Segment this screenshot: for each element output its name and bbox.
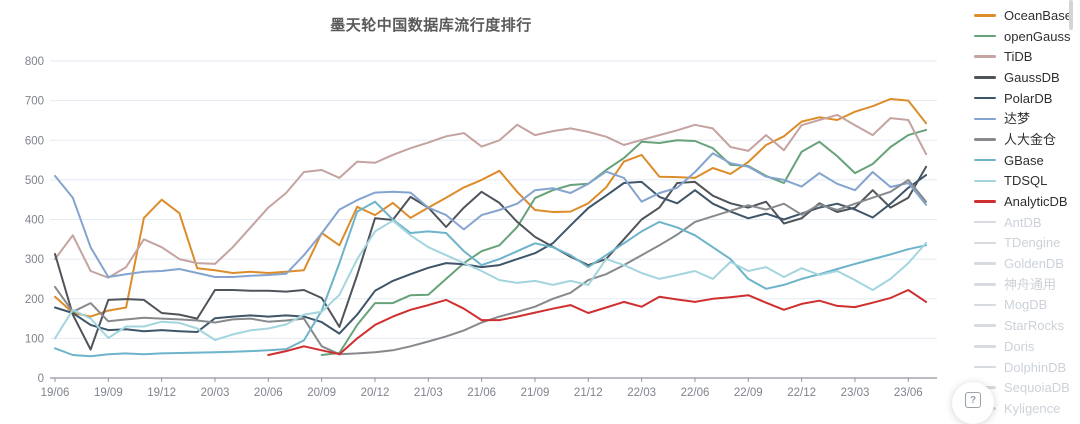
legend-label: GoldenDB — [1004, 256, 1064, 272]
legend-swatch — [974, 96, 996, 100]
legend-swatch — [974, 200, 996, 203]
legend-label: TiDB — [1004, 49, 1033, 65]
x-tick-label: 22/12 — [787, 387, 816, 399]
series-TDSQL — [54, 219, 928, 341]
legend-label: SequoiaDB — [1004, 380, 1070, 396]
x-tick-label: 23/03 — [841, 387, 870, 399]
x-tick-label: 21/03 — [414, 387, 443, 399]
legend-item-Doris[interactable]: Doris — [974, 336, 1080, 357]
series-达梦 — [54, 152, 928, 278]
x-tick-label: 21/09 — [521, 387, 550, 399]
legend-swatch — [974, 283, 996, 286]
legend-swatch — [974, 14, 996, 17]
legend-item-达梦[interactable]: 达梦 — [974, 108, 1080, 129]
y-tick-label: 100 — [25, 333, 44, 345]
x-tick-label: 22/03 — [627, 387, 656, 399]
legend-item-AntDB[interactable]: AntDB — [974, 212, 1080, 233]
legend-item-GaussDB[interactable]: GaussDB — [974, 67, 1080, 88]
line-chart: 0 100 200 300 400 500 600 700 800 19/06 19/09 19/12… — [25, 56, 937, 399]
legend-item-TDSQL[interactable]: TDSQL — [974, 171, 1080, 192]
x-tick-label: 21/06 — [467, 387, 496, 399]
legend-swatch — [974, 220, 996, 224]
scrollbar[interactable] — [1069, 0, 1073, 30]
dashboard-panel: 墨天轮中国数据库流行度排行 0 100 200 300 400 500 600 700 800 1… — [24, 0, 1073, 415]
y-tick-label: 0 — [38, 373, 44, 385]
legend-label: TDSQL — [1004, 173, 1048, 189]
legend-label: AntDB — [1004, 214, 1042, 230]
legend-label: 达梦 — [1004, 111, 1031, 127]
x-tick-label: 20/12 — [361, 387, 390, 399]
legend-item-OceanBase[interactable]: OceanBase — [974, 5, 1080, 26]
legend-swatch — [974, 34, 996, 38]
x-tick-label: 20/03 — [201, 387, 230, 399]
legend-swatch — [974, 76, 996, 79]
series-TiDB — [54, 113, 928, 279]
y-tick-label: 500 — [25, 175, 44, 187]
series-PolarDB — [54, 174, 928, 335]
y-tick-label: 200 — [25, 294, 44, 306]
legend-swatch — [974, 324, 996, 327]
legend-item-TiDB[interactable]: TiDB — [974, 46, 1080, 67]
x-tick-label: 19/12 — [147, 387, 176, 399]
legend-swatch — [974, 55, 996, 58]
legend-item-MogDB[interactable]: MogDB — [974, 295, 1080, 316]
legend-item-AnalyticDB[interactable]: AnalyticDB — [974, 191, 1080, 212]
legend-swatch — [974, 179, 996, 183]
y-tick-label: 700 — [25, 96, 44, 108]
x-tick-label: 20/06 — [254, 387, 283, 399]
legend-label: openGauss — [1004, 28, 1071, 44]
legend-swatch — [974, 241, 996, 245]
legend-label: MogDB — [1004, 297, 1048, 313]
y-tick-label: 600 — [25, 135, 44, 147]
legend-swatch — [974, 303, 996, 307]
legend-item-DolphinDB[interactable]: DolphinDB — [974, 357, 1080, 378]
x-tick-label: 23/06 — [894, 387, 923, 399]
series-OceanBase — [54, 98, 928, 318]
legend-item-GoldenDB[interactable]: GoldenDB — [974, 253, 1080, 274]
x-tick-label: 21/12 — [574, 387, 603, 399]
legend-label: Doris — [1004, 338, 1035, 354]
y-tick-label: 400 — [25, 215, 44, 227]
legend-label: StarRocks — [1004, 318, 1064, 334]
legend-swatch — [974, 117, 996, 121]
y-tick-label: 800 — [25, 56, 44, 68]
legend-label: PolarDB — [1004, 90, 1053, 106]
series-AnalyticDB — [267, 289, 928, 356]
chart-title: 墨天轮中国数据库流行度排行 — [330, 17, 532, 34]
legend-label: 神舟通用 — [1004, 276, 1057, 292]
legend-item-人大金仓[interactable]: 人大金仓 — [974, 129, 1080, 150]
y-tick-label: 300 — [25, 254, 44, 266]
x-tick-label: 22/09 — [734, 387, 763, 399]
legend-label: OceanBase — [1004, 7, 1072, 23]
legend-item-神舟通用[interactable]: 神舟通用 — [974, 274, 1080, 295]
x-tick-label: 19/06 — [41, 387, 70, 399]
help-button[interactable]: ? — [952, 382, 994, 424]
legend-swatch — [974, 345, 996, 348]
legend-label: TDengine — [1004, 235, 1061, 251]
help-icon: ? — [965, 392, 981, 408]
legend-swatch — [974, 262, 996, 265]
legend-label: GBase — [1004, 152, 1044, 168]
legend-label: GaussDB — [1004, 69, 1060, 85]
legend-label: 人大金仓 — [1004, 131, 1057, 147]
legend-swatch — [974, 158, 996, 162]
legend-item-GBase[interactable]: GBase — [974, 150, 1080, 171]
legend-item-PolarDB[interactable]: PolarDB — [974, 88, 1080, 109]
x-tick-label: 20/09 — [307, 387, 336, 399]
legend-item-TDengine[interactable]: TDengine — [974, 233, 1080, 254]
series-openGauss — [320, 128, 928, 356]
series-GaussDB — [54, 165, 928, 351]
x-tick-label: 19/09 — [94, 387, 123, 399]
legend-item-openGauss[interactable]: openGauss — [974, 26, 1080, 47]
x-tick-label: 22/06 — [681, 387, 710, 399]
legend-swatch — [974, 365, 996, 369]
legend-label: DolphinDB — [1004, 359, 1067, 375]
legend-label: Kyligence — [1004, 400, 1061, 416]
series-GBase — [54, 200, 928, 358]
legend-label: AnalyticDB — [1004, 194, 1068, 210]
legend: OceanBase openGauss TiDB GaussDB PolarDB 达梦人大… — [974, 5, 1080, 419]
legend-item-StarRocks[interactable]: StarRocks — [974, 315, 1080, 336]
legend-swatch — [974, 138, 996, 141]
